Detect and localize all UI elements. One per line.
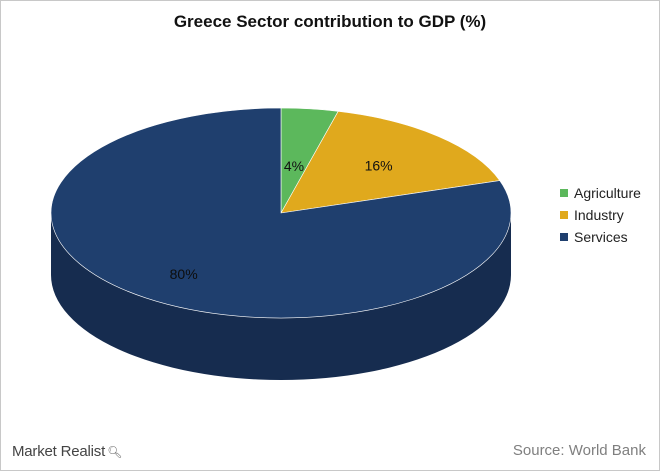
legend-item-industry: Industry xyxy=(560,204,641,226)
pie-side-services xyxy=(51,213,511,380)
data-label-industry: 16% xyxy=(365,158,393,174)
pie-side-walls xyxy=(51,213,511,380)
legend-swatch-agriculture xyxy=(560,189,568,197)
pie-slice-services xyxy=(50,107,512,319)
legend-swatch-industry xyxy=(560,211,568,219)
pie-slice-industry xyxy=(280,110,501,214)
legend-item-agriculture: Agriculture xyxy=(560,182,641,204)
source-note: Source: World Bank xyxy=(512,442,646,459)
legend-item-services: Services xyxy=(560,226,641,248)
brand-name: Market Realist xyxy=(12,443,106,460)
data-label-services: 80% xyxy=(170,266,198,282)
legend-label-industry: Industry xyxy=(574,207,624,223)
legend: Agriculture Industry Services xyxy=(560,182,641,248)
legend-label-agriculture: Agriculture xyxy=(574,185,641,201)
magnifier-icon: 🔍︎ xyxy=(107,445,123,459)
brand-logo: Market Realist 🔍︎ xyxy=(12,443,122,460)
legend-label-services: Services xyxy=(574,229,628,245)
data-label-agriculture: 4% xyxy=(284,158,304,174)
chart-title: Greece Sector contribution to GDP (%) xyxy=(173,12,487,31)
legend-swatch-services xyxy=(560,233,568,241)
pie-top-slices xyxy=(50,107,512,319)
pie-data-labels: 4% 16% 80% xyxy=(170,158,393,283)
